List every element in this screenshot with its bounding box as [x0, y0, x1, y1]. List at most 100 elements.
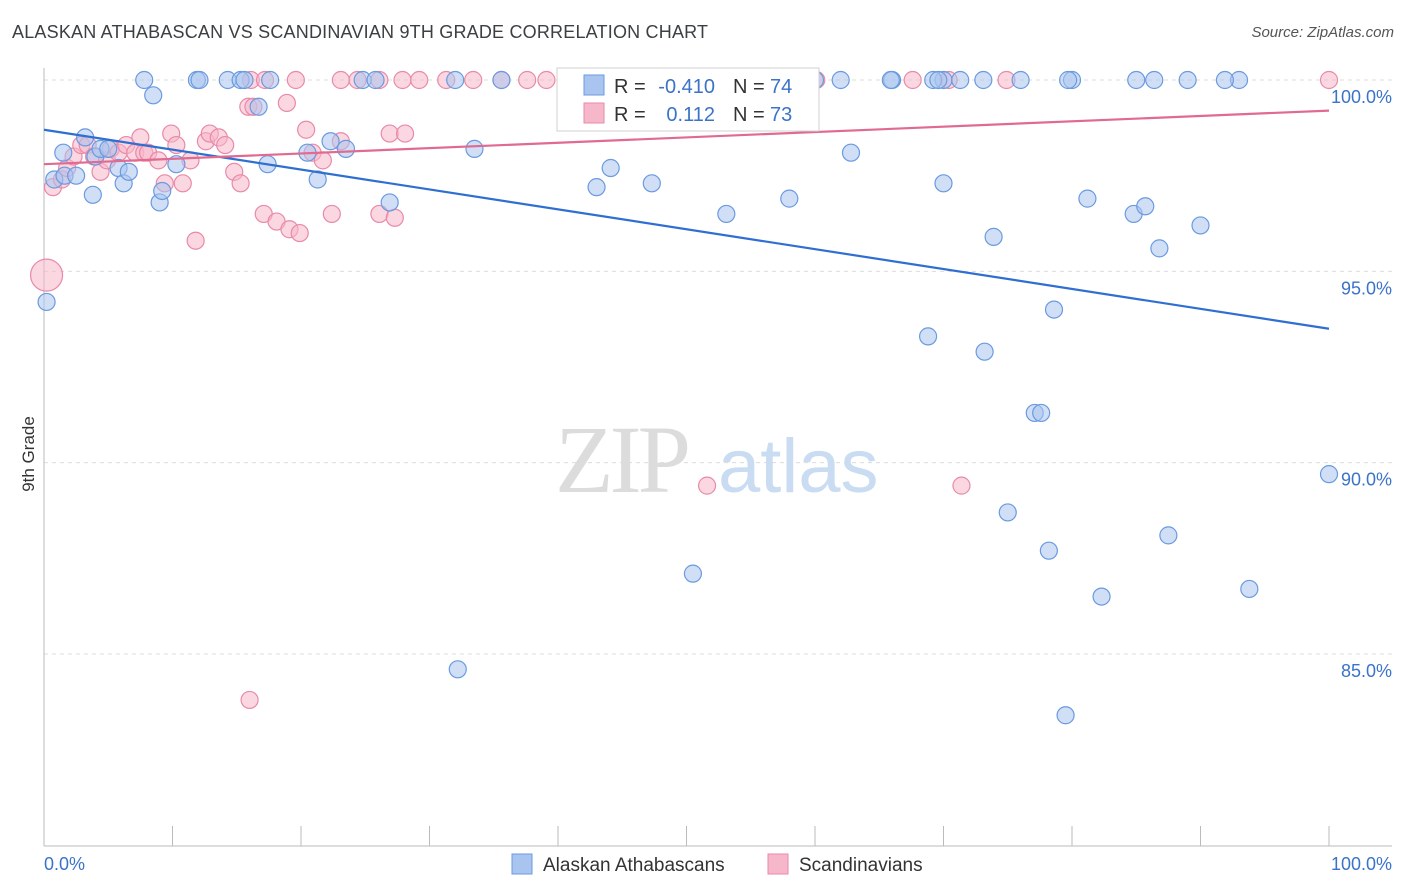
point-alaskan-athabascans	[492, 70, 511, 90]
point-alaskan-athabascans	[465, 139, 484, 158]
point-alaskan-athabascans	[918, 327, 938, 346]
point-alaskan-athabascans	[683, 564, 703, 583]
series-alaskan-athabascans-points	[37, 70, 1339, 725]
legend-swatch-alaskan-athabascans	[511, 853, 533, 875]
stats-swatch-blue	[583, 74, 605, 96]
source-credit: Source: ZipAtlas.com	[1251, 24, 1394, 41]
y-tick-label: 85.0%	[1341, 661, 1392, 681]
point-alaskan-athabascans	[261, 70, 280, 90]
point-scandinavians	[518, 70, 537, 90]
point-alaskan-athabascans	[249, 97, 268, 116]
point-alaskan-athabascans	[1150, 239, 1169, 258]
point-alaskan-athabascans	[951, 70, 970, 90]
trend-line-scandinavians	[43, 109, 1330, 166]
point-alaskan-athabascans	[83, 185, 102, 204]
point-alaskan-athabascans	[380, 193, 399, 212]
point-scandinavians	[331, 70, 350, 90]
x-ticks	[43, 826, 1330, 846]
stats-n-label-1: N =	[733, 76, 765, 98]
point-alaskan-athabascans	[99, 139, 118, 158]
point-scandinavians	[952, 476, 971, 495]
point-scandinavians	[297, 120, 316, 139]
point-scandinavians	[393, 70, 412, 90]
series-scandinavians-points	[29, 70, 1339, 710]
legend-swatch-scandinavians	[767, 853, 789, 875]
point-scandinavians	[286, 70, 305, 90]
point-alaskan-athabascans	[934, 174, 953, 193]
point-alaskan-athabascans	[841, 143, 861, 162]
point-alaskan-athabascans	[366, 70, 385, 90]
point-alaskan-athabascans	[448, 660, 467, 679]
point-alaskan-athabascans	[153, 181, 172, 201]
y-axis-label: 9th Grade	[19, 416, 38, 492]
axes	[43, 68, 1392, 847]
point-alaskan-athabascans	[1159, 526, 1178, 545]
stats-r-value-1: -0.410	[658, 76, 715, 98]
y-tick-label: 90.0%	[1341, 470, 1392, 490]
stats-n-value-1: 74	[770, 76, 792, 98]
point-scandinavians	[29, 258, 64, 292]
point-scandinavians	[1319, 70, 1339, 90]
stats-r-label-2: R =	[614, 104, 646, 126]
point-scandinavians	[537, 70, 556, 90]
point-alaskan-athabascans	[135, 70, 154, 90]
x-tick-label-left: 0.0%	[44, 854, 85, 874]
trend-lines	[43, 109, 1330, 330]
point-alaskan-athabascans	[446, 70, 465, 90]
point-alaskan-athabascans	[929, 70, 948, 90]
point-alaskan-athabascans	[975, 342, 994, 361]
point-scandinavians	[186, 231, 205, 250]
point-alaskan-athabascans	[1032, 403, 1051, 423]
point-alaskan-athabascans	[1056, 706, 1075, 725]
point-alaskan-athabascans	[1178, 70, 1197, 90]
point-scandinavians	[395, 124, 415, 143]
stats-n-label-2: N =	[733, 104, 765, 126]
y-tick-labels: 85.0% 90.0% 95.0% 100.0%	[1331, 87, 1392, 681]
point-alaskan-athabascans	[308, 170, 327, 189]
point-alaskan-athabascans	[1078, 189, 1097, 208]
point-scandinavians	[903, 70, 922, 90]
y-tick-label: 100.0%	[1331, 87, 1392, 107]
point-alaskan-athabascans	[881, 70, 900, 90]
legend-label-alaskan-athabascans: Alaskan Athabascans	[543, 855, 725, 876]
point-scandinavians	[322, 204, 341, 224]
point-scandinavians	[410, 70, 429, 90]
point-alaskan-athabascans	[321, 132, 340, 151]
point-scandinavians	[216, 135, 235, 155]
point-alaskan-athabascans	[998, 503, 1017, 522]
point-alaskan-athabascans	[119, 162, 138, 181]
watermark-atlas: atlas	[718, 424, 879, 509]
point-alaskan-athabascans	[1092, 587, 1111, 606]
point-alaskan-athabascans	[1011, 70, 1030, 90]
watermark-zip: ZIP	[555, 406, 688, 513]
point-scandinavians	[313, 151, 332, 170]
point-alaskan-athabascans	[336, 139, 356, 158]
point-alaskan-athabascans	[1191, 216, 1210, 235]
point-alaskan-athabascans	[144, 86, 163, 105]
stats-box: R = -0.410 N = 74 R = 0.112 N = 73	[556, 67, 820, 132]
point-alaskan-athabascans	[717, 204, 736, 224]
chart-title: ALASKAN ATHABASCAN VS SCANDINAVIAN 9TH G…	[12, 22, 709, 42]
point-alaskan-athabascans	[984, 227, 1003, 246]
point-alaskan-athabascans	[1059, 70, 1078, 90]
point-alaskan-athabascans	[831, 70, 850, 90]
stats-swatch-pink	[583, 102, 605, 124]
point-alaskan-athabascans	[642, 174, 661, 193]
point-alaskan-athabascans	[1145, 70, 1164, 90]
point-alaskan-athabascans	[1127, 70, 1146, 90]
point-scandinavians	[240, 690, 259, 710]
point-alaskan-athabascans	[601, 158, 620, 178]
point-alaskan-athabascans	[1240, 579, 1259, 599]
point-alaskan-athabascans	[1044, 300, 1064, 319]
point-alaskan-athabascans	[780, 189, 799, 208]
point-alaskan-athabascans	[1319, 465, 1339, 484]
trend-line-alaskan-athabascans	[43, 128, 1330, 330]
point-scandinavians	[697, 476, 717, 495]
stats-n-value-2: 73	[770, 104, 792, 126]
gridlines	[44, 79, 1392, 655]
point-scandinavians	[231, 174, 250, 193]
stats-r-label-1: R =	[614, 76, 646, 98]
x-tick-label-right: 100.0%	[1331, 854, 1392, 874]
point-alaskan-athabascans	[235, 70, 254, 90]
